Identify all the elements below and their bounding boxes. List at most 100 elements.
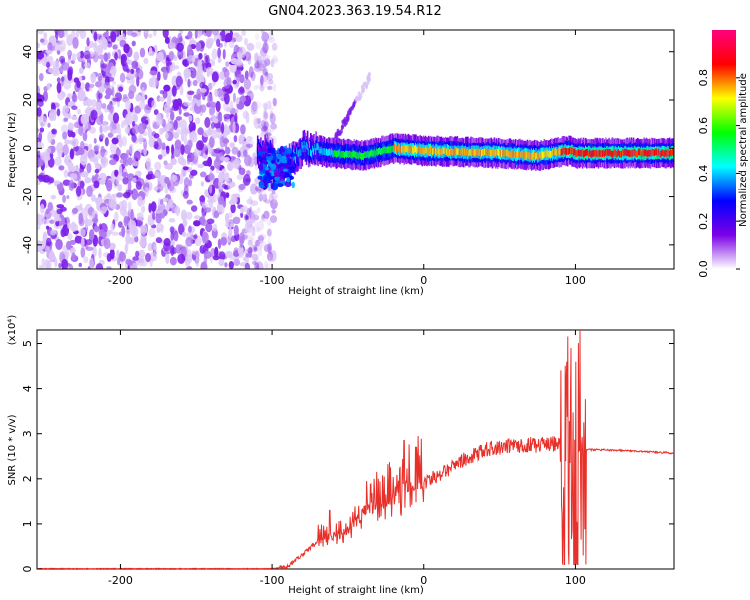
spectrogram-speck bbox=[197, 127, 204, 136]
spectrogram-speck bbox=[278, 148, 286, 153]
spectrogram-speck bbox=[262, 42, 269, 54]
spectrogram-speck bbox=[37, 107, 42, 117]
spectrogram-ridge-cell bbox=[345, 150, 347, 158]
spectrogram-speck bbox=[254, 105, 259, 115]
spectrogram-ridge-cell bbox=[669, 149, 672, 156]
spectrogram-ridge-cell bbox=[307, 148, 310, 155]
spectrogram-ridge-cell bbox=[561, 148, 564, 156]
spectrogram-ridge-cell bbox=[379, 147, 381, 155]
spectrogram-speck bbox=[108, 242, 116, 250]
spectrogram-speck bbox=[84, 177, 92, 184]
spectrogram-speck bbox=[200, 88, 207, 93]
spectrogram-speck bbox=[248, 206, 253, 218]
spectrogram-speck bbox=[260, 120, 266, 128]
spectrogram-speck bbox=[256, 83, 264, 90]
spectrogram-speck bbox=[259, 85, 265, 92]
spectrogram-speck bbox=[259, 63, 266, 72]
spectrogram-speck bbox=[193, 215, 201, 220]
spectrogram-speck bbox=[259, 47, 268, 57]
spectrogram-speck bbox=[37, 99, 44, 107]
spectrogram-speck bbox=[260, 240, 267, 248]
spectrogram-speck bbox=[251, 209, 258, 221]
spectrogram-speck bbox=[106, 253, 112, 262]
spectrogram-ridge-cell bbox=[630, 150, 633, 158]
spectrogram-ridge-cell bbox=[465, 148, 467, 155]
spectrogram-speck bbox=[271, 209, 276, 214]
spectrogram-speck bbox=[186, 157, 191, 163]
spectrogram-speck bbox=[267, 237, 271, 248]
spectrogram-speck bbox=[188, 122, 196, 133]
spectrogram-speck bbox=[259, 76, 264, 88]
spectrogram-x-tick-label: -200 bbox=[108, 274, 133, 287]
spectrogram-ridge-cell bbox=[570, 147, 572, 154]
spectrogram-speck bbox=[245, 143, 254, 148]
spectrogram-speck bbox=[270, 58, 275, 68]
spectrogram-speck bbox=[186, 44, 192, 57]
spectrogram-ridge-cell bbox=[297, 149, 299, 157]
spectrogram-ridge-cell bbox=[330, 149, 332, 157]
spectrogram-ridge-cell bbox=[450, 148, 452, 156]
spectrogram-speck bbox=[183, 68, 192, 79]
spectrogram-speck bbox=[251, 103, 255, 112]
spectrogram-ridge-cell bbox=[539, 151, 541, 159]
spectrogram-ridge-cell bbox=[312, 145, 314, 153]
snr-x-tick-label: -100 bbox=[260, 574, 285, 587]
spectrogram-speck bbox=[77, 89, 86, 102]
spectrogram-speck bbox=[93, 31, 98, 42]
spectrogram-ridge-cell bbox=[632, 149, 635, 156]
spectrogram-ridge-cell bbox=[495, 148, 498, 156]
spectrogram-speck bbox=[39, 127, 45, 133]
spectrogram-speck bbox=[138, 122, 146, 135]
spectrogram-ridge-cell bbox=[629, 149, 632, 157]
spectrogram-speck bbox=[53, 180, 61, 185]
spectrogram-speck bbox=[261, 217, 267, 222]
spectrogram-speck bbox=[86, 37, 90, 47]
spectrogram-speck bbox=[144, 119, 149, 125]
spectrogram-ridge-cell bbox=[584, 149, 587, 157]
spectrogram-speck bbox=[126, 261, 134, 267]
spectrogram-speck bbox=[239, 133, 246, 141]
spectrogram-ridge-cell bbox=[382, 147, 384, 155]
spectrogram-ridge-cell bbox=[356, 151, 359, 159]
spectrogram-speck bbox=[230, 160, 238, 169]
spectrogram-ridge-cell bbox=[660, 150, 662, 158]
spectrogram-ridge-cell bbox=[393, 143, 396, 151]
spectrogram-speck bbox=[357, 91, 361, 97]
spectrogram-speck bbox=[264, 58, 271, 67]
spectrogram-speck bbox=[118, 164, 123, 177]
spectrogram-ridge-cell bbox=[622, 148, 624, 156]
spectrogram-speck bbox=[258, 147, 266, 152]
spectrogram-speck bbox=[253, 62, 261, 69]
spectrogram-y-label: Frequency (Hz) bbox=[7, 112, 18, 188]
spectrogram-speck bbox=[58, 262, 62, 269]
spectrogram-speck bbox=[101, 102, 107, 110]
spectrogram-speck bbox=[267, 242, 273, 254]
spectrogram-speck bbox=[196, 98, 202, 107]
spectrogram-speck bbox=[71, 252, 76, 261]
spectrogram-ridge-cell bbox=[543, 151, 546, 159]
spectrogram-speck bbox=[135, 94, 142, 102]
spectrogram-speck bbox=[47, 83, 51, 91]
spectrogram-speck bbox=[263, 260, 269, 269]
spectrogram-speck bbox=[187, 30, 193, 39]
spectrogram-ridge-cell bbox=[617, 148, 620, 156]
spectrogram-speck bbox=[183, 177, 190, 188]
spectrogram-ridge-cell bbox=[594, 150, 597, 158]
spectrogram-ridge-cell bbox=[670, 149, 673, 157]
spectrogram-speck bbox=[261, 214, 265, 221]
spectrogram-speck bbox=[233, 258, 241, 267]
spectrogram-speck bbox=[210, 122, 216, 129]
spectrogram-ridge-cell bbox=[537, 153, 539, 160]
spectrogram-speck bbox=[230, 193, 236, 203]
spectrogram-ridge-cell bbox=[432, 148, 434, 156]
snr-series-line bbox=[36, 329, 675, 571]
spectrogram-ridge-cell bbox=[328, 149, 330, 156]
spectrogram-speck bbox=[52, 60, 60, 70]
spectrogram-speck bbox=[140, 205, 146, 214]
spectrogram-speck bbox=[71, 105, 78, 110]
snr-y-ticks: 0 1 2 3 4 5 bbox=[21, 340, 674, 573]
spectrogram-speck bbox=[255, 186, 260, 191]
spectrogram-speck bbox=[38, 265, 43, 269]
spectrogram-speck bbox=[134, 235, 139, 243]
spectrogram-speck bbox=[261, 79, 269, 89]
